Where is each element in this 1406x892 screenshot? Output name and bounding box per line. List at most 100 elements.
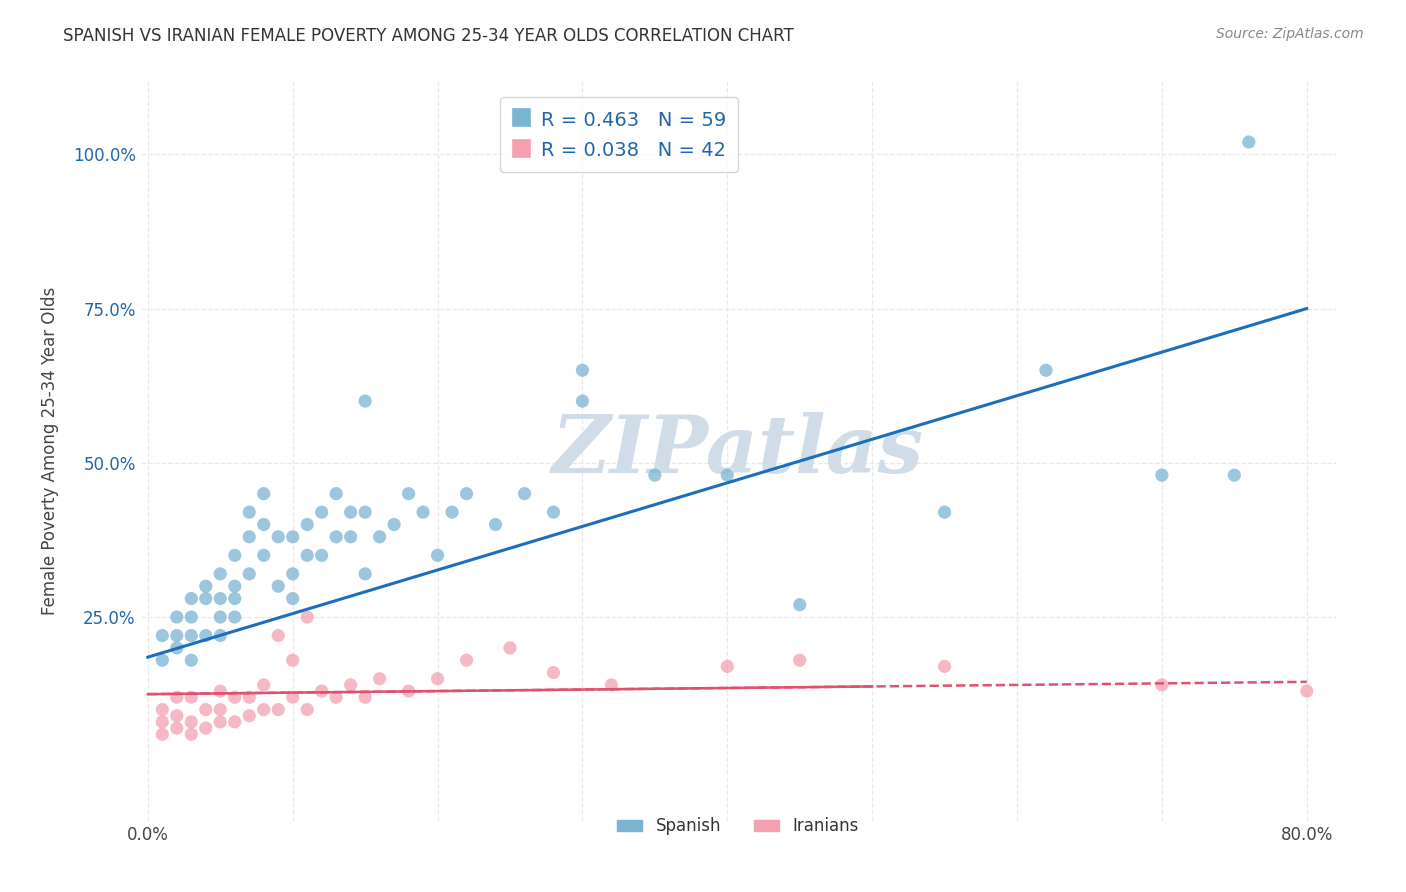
Point: [1150, 678, 1173, 692]
Point: [166, 629, 188, 643]
Point: [398, 684, 420, 698]
Point: [238, 566, 260, 581]
Point: [934, 505, 956, 519]
Legend: Spanish, Iranians: Spanish, Iranians: [610, 811, 866, 842]
Text: SPANISH VS IRANIAN FEMALE POVERTY AMONG 25-34 YEAR OLDS CORRELATION CHART: SPANISH VS IRANIAN FEMALE POVERTY AMONG …: [63, 27, 794, 45]
Point: [295, 703, 318, 717]
Point: [150, 714, 173, 729]
Point: [209, 610, 232, 624]
Point: [426, 672, 449, 686]
Point: [150, 629, 173, 643]
Point: [238, 690, 260, 705]
Point: [209, 566, 232, 581]
Point: [295, 517, 318, 532]
Point: [543, 665, 565, 680]
Point: [224, 610, 246, 624]
Point: [209, 629, 232, 643]
Point: [224, 591, 246, 606]
Point: [224, 579, 246, 593]
Point: [253, 486, 276, 500]
Point: [253, 517, 276, 532]
Point: [1295, 684, 1317, 698]
Point: [166, 610, 188, 624]
Point: [150, 653, 173, 667]
Point: [1035, 363, 1057, 377]
Point: [354, 505, 377, 519]
Point: [180, 690, 202, 705]
Point: [267, 629, 290, 643]
Point: [150, 703, 173, 717]
Point: [209, 684, 232, 698]
Point: [789, 598, 811, 612]
Point: [295, 610, 318, 624]
Point: [513, 486, 536, 500]
Point: [311, 684, 333, 698]
Text: ZIPatlas: ZIPatlas: [553, 412, 924, 489]
Point: [238, 505, 260, 519]
Point: [180, 653, 202, 667]
Y-axis label: Female Poverty Among 25-34 Year Olds: Female Poverty Among 25-34 Year Olds: [41, 286, 59, 615]
Point: [253, 549, 276, 563]
Point: [354, 690, 377, 705]
Point: [253, 678, 276, 692]
Point: [311, 505, 333, 519]
Point: [354, 394, 377, 409]
Point: [543, 505, 565, 519]
Point: [339, 530, 361, 544]
Point: [194, 591, 217, 606]
Point: [339, 505, 361, 519]
Point: [456, 486, 478, 500]
Point: [412, 505, 434, 519]
Point: [456, 653, 478, 667]
Point: [253, 703, 276, 717]
Point: [571, 394, 593, 409]
Point: [224, 549, 246, 563]
Point: [166, 708, 188, 723]
Point: [934, 659, 956, 673]
Point: [716, 468, 738, 483]
Point: [1150, 468, 1173, 483]
Point: [441, 505, 464, 519]
Point: [716, 659, 738, 673]
Point: [166, 721, 188, 735]
Point: [194, 579, 217, 593]
Point: [426, 549, 449, 563]
Point: [166, 640, 188, 655]
Point: [325, 530, 347, 544]
Point: [180, 727, 202, 741]
Point: [311, 549, 333, 563]
Point: [644, 468, 666, 483]
Point: [281, 530, 304, 544]
Point: [180, 610, 202, 624]
Point: [194, 629, 217, 643]
Point: [398, 486, 420, 500]
Point: [194, 703, 217, 717]
Point: [325, 486, 347, 500]
Point: [281, 690, 304, 705]
Point: [166, 690, 188, 705]
Point: [281, 591, 304, 606]
Point: [180, 629, 202, 643]
Point: [180, 591, 202, 606]
Point: [267, 579, 290, 593]
Point: [267, 530, 290, 544]
Point: [325, 690, 347, 705]
Point: [209, 703, 232, 717]
Point: [224, 714, 246, 729]
Point: [354, 566, 377, 581]
Point: [267, 703, 290, 717]
Point: [368, 530, 391, 544]
Point: [224, 690, 246, 705]
Point: [382, 517, 405, 532]
Point: [339, 678, 361, 692]
Point: [789, 653, 811, 667]
Point: [281, 566, 304, 581]
Point: [295, 549, 318, 563]
Point: [238, 708, 260, 723]
Point: [1237, 135, 1260, 149]
Point: [499, 640, 522, 655]
Point: [194, 721, 217, 735]
Point: [238, 530, 260, 544]
Point: [150, 727, 173, 741]
Text: Source: ZipAtlas.com: Source: ZipAtlas.com: [1216, 27, 1364, 41]
